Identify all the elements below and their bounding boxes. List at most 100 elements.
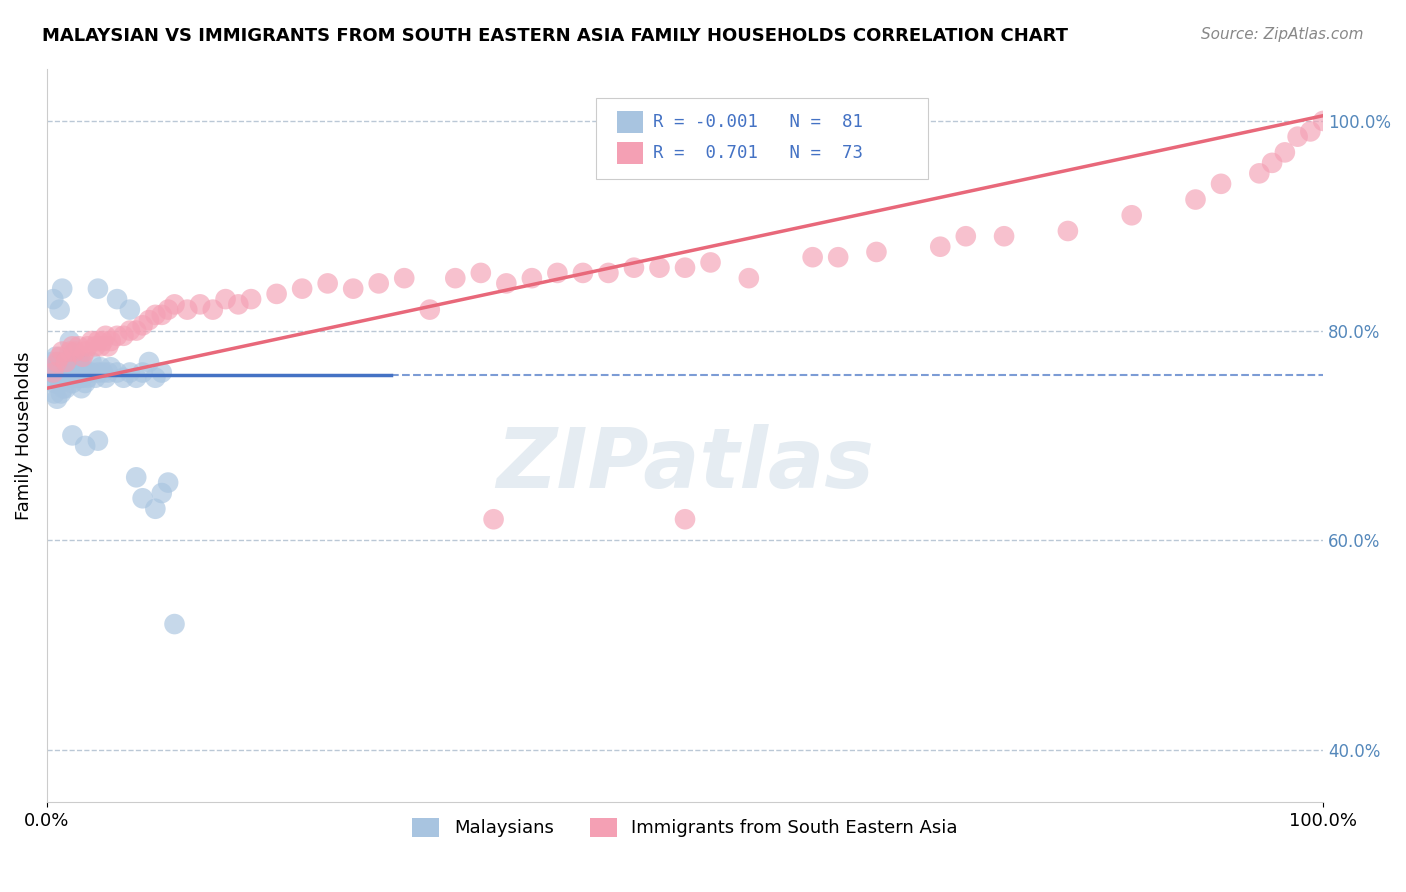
Point bbox=[65, 366, 87, 380]
Point bbox=[157, 475, 180, 490]
Point bbox=[214, 292, 236, 306]
Point bbox=[59, 334, 82, 348]
Point bbox=[59, 355, 82, 369]
Point bbox=[150, 366, 173, 380]
Point bbox=[75, 376, 97, 390]
Point bbox=[100, 360, 122, 375]
Point bbox=[62, 360, 84, 375]
Point bbox=[41, 355, 63, 369]
Point bbox=[72, 366, 94, 380]
Point bbox=[125, 370, 148, 384]
Point bbox=[48, 350, 70, 364]
Point bbox=[1274, 145, 1296, 160]
Point bbox=[51, 282, 73, 296]
Point bbox=[69, 370, 91, 384]
Point bbox=[929, 240, 952, 254]
Point bbox=[55, 381, 77, 395]
Point bbox=[46, 360, 69, 375]
Point bbox=[89, 339, 111, 353]
Point bbox=[70, 381, 93, 395]
Point bbox=[45, 366, 67, 380]
Point bbox=[94, 370, 117, 384]
Point bbox=[67, 366, 90, 380]
Point bbox=[240, 292, 263, 306]
Point bbox=[163, 297, 186, 311]
Point bbox=[188, 297, 211, 311]
Text: ZIPatlas: ZIPatlas bbox=[496, 425, 875, 505]
Text: R =  0.701   N =  73: R = 0.701 N = 73 bbox=[654, 144, 863, 162]
Point bbox=[72, 350, 94, 364]
Point bbox=[63, 366, 86, 380]
Point bbox=[955, 229, 977, 244]
Point bbox=[266, 286, 288, 301]
Point bbox=[228, 297, 250, 311]
Point bbox=[100, 334, 122, 348]
Point bbox=[145, 370, 167, 384]
Point bbox=[598, 266, 620, 280]
Point bbox=[75, 439, 97, 453]
FancyBboxPatch shape bbox=[617, 142, 643, 164]
Y-axis label: Family Households: Family Households bbox=[15, 351, 32, 520]
Point bbox=[62, 350, 84, 364]
Point bbox=[62, 366, 84, 380]
Point bbox=[75, 344, 97, 359]
Point bbox=[131, 366, 153, 380]
Point bbox=[89, 360, 111, 375]
Text: R = -0.001   N =  81: R = -0.001 N = 81 bbox=[654, 113, 863, 131]
Point bbox=[80, 334, 103, 348]
Point bbox=[48, 370, 70, 384]
Point bbox=[66, 366, 89, 380]
Point bbox=[48, 302, 70, 317]
Point bbox=[72, 370, 94, 384]
Point bbox=[495, 277, 517, 291]
Point bbox=[1261, 156, 1284, 170]
Point bbox=[342, 282, 364, 296]
Point bbox=[62, 339, 84, 353]
Point bbox=[58, 366, 80, 380]
Point bbox=[125, 324, 148, 338]
Point bbox=[482, 512, 505, 526]
Point bbox=[51, 344, 73, 359]
Point bbox=[60, 360, 83, 375]
Point bbox=[993, 229, 1015, 244]
Point bbox=[84, 339, 107, 353]
Point bbox=[62, 428, 84, 442]
Point bbox=[470, 266, 492, 280]
Point bbox=[419, 302, 441, 317]
Point bbox=[76, 370, 98, 384]
Point bbox=[42, 292, 65, 306]
Point bbox=[60, 370, 83, 384]
Point bbox=[53, 370, 76, 384]
Point bbox=[46, 392, 69, 406]
Point bbox=[62, 376, 84, 390]
Point bbox=[1249, 166, 1271, 180]
Point bbox=[1299, 124, 1322, 138]
Point bbox=[56, 370, 79, 384]
Point bbox=[87, 282, 110, 296]
Point bbox=[63, 344, 86, 359]
Point bbox=[520, 271, 543, 285]
Point bbox=[105, 328, 128, 343]
Point bbox=[45, 350, 67, 364]
Point bbox=[316, 277, 339, 291]
Point bbox=[76, 339, 98, 353]
Point bbox=[49, 376, 72, 390]
Point bbox=[52, 381, 75, 395]
Point bbox=[112, 370, 135, 384]
Point bbox=[49, 386, 72, 401]
Point bbox=[1184, 193, 1206, 207]
Point bbox=[291, 282, 314, 296]
Point bbox=[69, 366, 91, 380]
FancyBboxPatch shape bbox=[596, 98, 928, 178]
Point bbox=[1209, 177, 1232, 191]
Point bbox=[150, 308, 173, 322]
Point bbox=[84, 370, 107, 384]
Point bbox=[444, 271, 467, 285]
Point bbox=[157, 302, 180, 317]
Point bbox=[91, 334, 114, 348]
Point bbox=[138, 355, 160, 369]
Point bbox=[131, 318, 153, 333]
Point bbox=[44, 376, 66, 390]
Point bbox=[1057, 224, 1080, 238]
Point bbox=[118, 302, 141, 317]
